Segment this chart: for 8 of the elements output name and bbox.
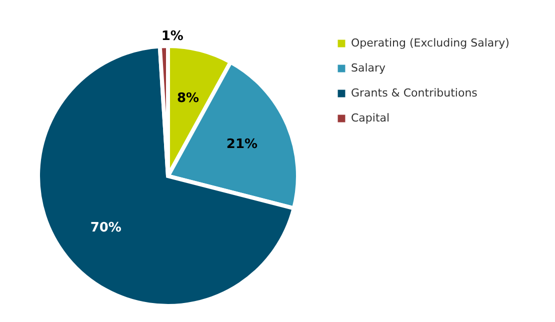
data-label: 8% [177, 90, 200, 106]
legend-label: Salary [351, 62, 386, 74]
legend-label: Grants & Contributions [351, 86, 478, 100]
data-label: 1% [161, 29, 184, 44]
data-label: 70% [90, 220, 122, 236]
legend-label: Operating (Excluding Salary) [351, 36, 510, 50]
data-label: 21% [226, 136, 258, 152]
legend-label: Capital [351, 112, 390, 124]
